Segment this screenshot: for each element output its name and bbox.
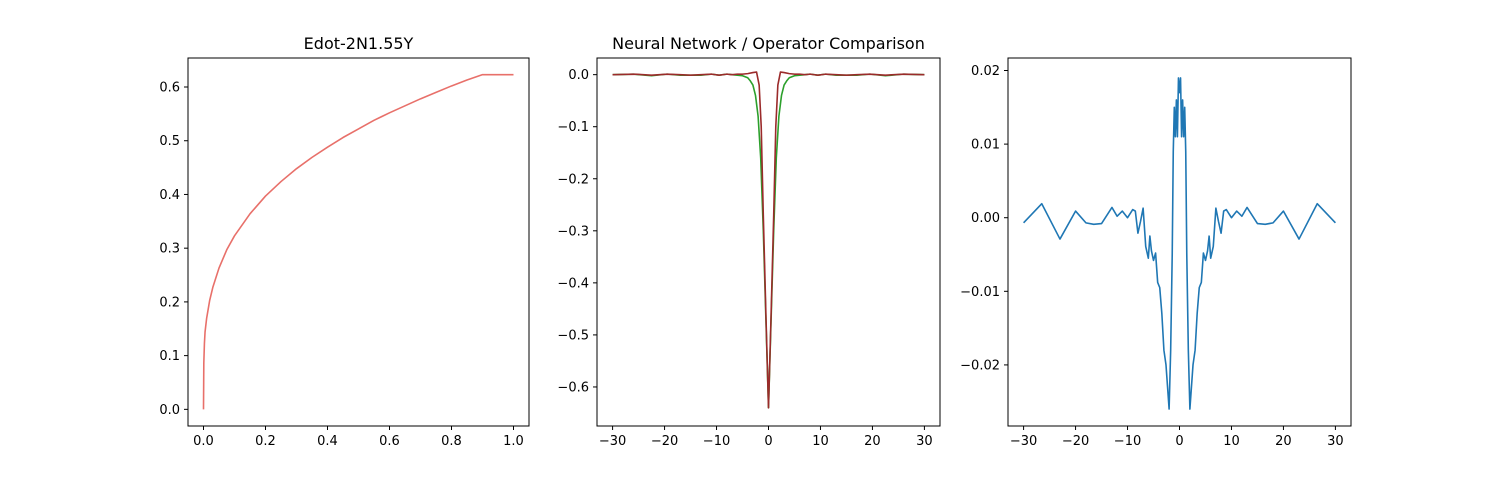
x-tick-label: 0.4: [317, 434, 338, 449]
x-tick-label: −30: [1010, 434, 1037, 449]
subplot-right: −30 −20 −10 0 10 20 30 0.02 0.01 0.00 −0.01 −0.02: [960, 57, 1352, 449]
y-tick-label: −0.2: [557, 172, 589, 187]
y-tick-label: 0.3: [159, 242, 180, 257]
y-tick-label: 0.1: [159, 349, 180, 364]
x-tick-label: 20: [864, 434, 881, 449]
x-tick-label: 10: [1223, 434, 1240, 449]
y-tick-label: 0.6: [159, 81, 180, 96]
x-tick-label: 20: [1275, 434, 1292, 449]
x-tick-label: 0: [764, 434, 772, 449]
series-line-1: [202, 73, 514, 410]
y-tick-label: 0.02: [971, 64, 1000, 79]
y-tick-label: −0.5: [557, 328, 589, 343]
x-tick-label: 0.6: [379, 434, 400, 449]
x-tick-label: −10: [703, 434, 730, 449]
y-tick-label: 0.0: [568, 68, 589, 83]
x-tick-label: 30: [916, 434, 933, 449]
y-tick-label: −0.02: [960, 358, 1000, 373]
chart-title-left: Edot-2N1.55Y: [304, 34, 414, 53]
x-tick-label: −20: [1062, 434, 1089, 449]
y-tick-label: 0.2: [159, 295, 180, 310]
y-tick-label: 0.01: [971, 138, 1000, 153]
x-tick-label: 0.2: [255, 434, 276, 449]
y-tick-label: 0.5: [159, 134, 180, 149]
x-tick-label: 1.0: [503, 434, 524, 449]
x-tick-label: 0.0: [193, 434, 214, 449]
y-tick-label: −0.01: [960, 285, 1000, 300]
chart-title-middle: Neural Network / Operator Comparison: [612, 34, 925, 53]
x-tick-label: −10: [1114, 434, 1141, 449]
y-tick-label: −0.3: [557, 224, 589, 239]
x-tick-label: 30: [1327, 434, 1344, 449]
y-tick-label: 0.00: [971, 211, 1000, 226]
axes-frame: [187, 57, 530, 427]
y-tick-label: 0.0: [159, 403, 180, 418]
x-tick-label: 10: [812, 434, 829, 449]
series-line-1: [1023, 77, 1336, 410]
y-tick-label: −0.6: [557, 380, 589, 395]
x-tick-label: 0: [1175, 434, 1183, 449]
series-line-2: [612, 71, 925, 409]
x-tick-label: −30: [599, 434, 626, 449]
x-tick-label: −20: [651, 434, 678, 449]
y-tick-label: −0.1: [557, 120, 589, 135]
y-tick-label: 0.4: [159, 188, 180, 203]
subplot-left: Edot-2N1.55Y 0.0 0.2 0.4 0.6 0.8 1.0 0.0 0.1 0.2…: [159, 34, 530, 449]
y-tick-label: −0.4: [557, 276, 589, 291]
subplot-middle: Neural Network / Operator Comparison −30…: [557, 34, 941, 449]
x-tick-label: 0.8: [441, 434, 462, 449]
